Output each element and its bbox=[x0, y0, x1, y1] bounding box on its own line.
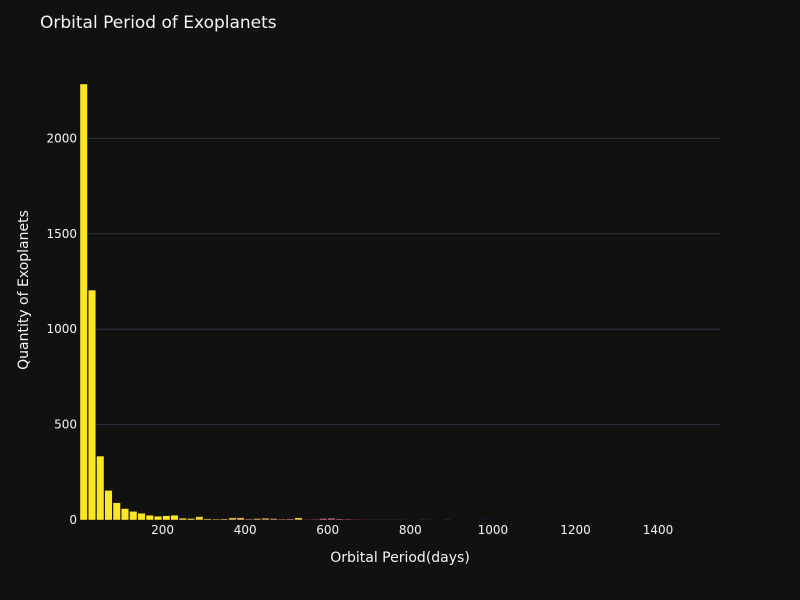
y-tick-label: 2000 bbox=[46, 131, 77, 145]
histogram-bar bbox=[443, 519, 452, 521]
histogram-bar bbox=[88, 289, 96, 521]
histogram-bar bbox=[203, 518, 212, 521]
histogram-bar bbox=[393, 519, 402, 521]
histogram-bar bbox=[286, 518, 295, 521]
y-tick-label: 1000 bbox=[46, 322, 77, 336]
histogram-bar bbox=[426, 519, 435, 521]
histogram-bar bbox=[137, 513, 146, 521]
histogram-bar bbox=[228, 517, 237, 521]
x-tick-label: 200 bbox=[151, 523, 174, 537]
histogram-bar bbox=[418, 519, 427, 521]
histogram-bar bbox=[244, 518, 253, 521]
histogram-bar bbox=[344, 518, 352, 521]
histogram-bar bbox=[79, 83, 88, 521]
chart-title: Orbital Period of Exoplanets bbox=[40, 13, 277, 33]
y-tick-label: 1500 bbox=[46, 227, 77, 241]
x-tick-labels: 200 400 600 800 1000 1200 1400 bbox=[151, 523, 673, 537]
x-tick-label: 1000 bbox=[478, 523, 509, 537]
y-tick-label: 500 bbox=[54, 418, 77, 432]
histogram-bar bbox=[162, 515, 171, 521]
histogram-bar bbox=[121, 508, 129, 521]
bars bbox=[79, 83, 716, 521]
histogram-bar bbox=[269, 518, 278, 521]
histogram-bar bbox=[352, 519, 361, 521]
histogram-bar bbox=[377, 519, 385, 521]
histogram-bar bbox=[112, 502, 121, 521]
histogram-bar bbox=[178, 517, 187, 521]
histogram-bar bbox=[170, 515, 179, 521]
histogram-bar bbox=[253, 518, 262, 521]
y-axis-title: Quantity of Exoplanets bbox=[16, 210, 32, 370]
histogram-bar bbox=[294, 517, 303, 521]
histogram-bar bbox=[220, 518, 229, 521]
histogram-bar bbox=[401, 519, 410, 521]
histogram-bar bbox=[484, 519, 493, 521]
x-axis-title: Orbital Period(days) bbox=[330, 550, 470, 566]
histogram-bar bbox=[145, 515, 154, 521]
histogram-bar bbox=[154, 515, 162, 521]
x-tick-label: 400 bbox=[234, 523, 257, 537]
x-tick-label: 600 bbox=[316, 523, 339, 537]
x-tick-label: 1200 bbox=[560, 523, 591, 537]
histogram-bar bbox=[302, 519, 311, 521]
histogram-bar bbox=[277, 518, 286, 521]
histogram-bar bbox=[187, 518, 196, 521]
histogram-bar bbox=[368, 519, 377, 521]
histogram-bar bbox=[327, 517, 336, 521]
histogram-bar bbox=[261, 517, 270, 521]
histogram-bar bbox=[129, 511, 138, 521]
histogram-bar bbox=[360, 519, 369, 521]
histogram-bar bbox=[319, 518, 328, 521]
histogram-bar bbox=[476, 519, 485, 521]
histogram-bar bbox=[96, 455, 105, 521]
histogram-bar bbox=[311, 519, 319, 521]
grid-lines bbox=[80, 137, 720, 426]
histogram-bar bbox=[385, 519, 394, 521]
histogram-bar bbox=[335, 518, 344, 521]
x-tick-label: 800 bbox=[399, 523, 422, 537]
y-tick-labels: 0 500 1000 1500 2000 bbox=[46, 131, 77, 527]
histogram-bar bbox=[492, 519, 501, 521]
x-tick-label: 1400 bbox=[643, 523, 674, 537]
y-tick-label: 0 bbox=[69, 513, 77, 527]
histogram-bar bbox=[104, 490, 113, 521]
histogram-bar bbox=[211, 518, 220, 521]
histogram-bar bbox=[195, 516, 204, 521]
histogram-bar bbox=[236, 517, 245, 521]
